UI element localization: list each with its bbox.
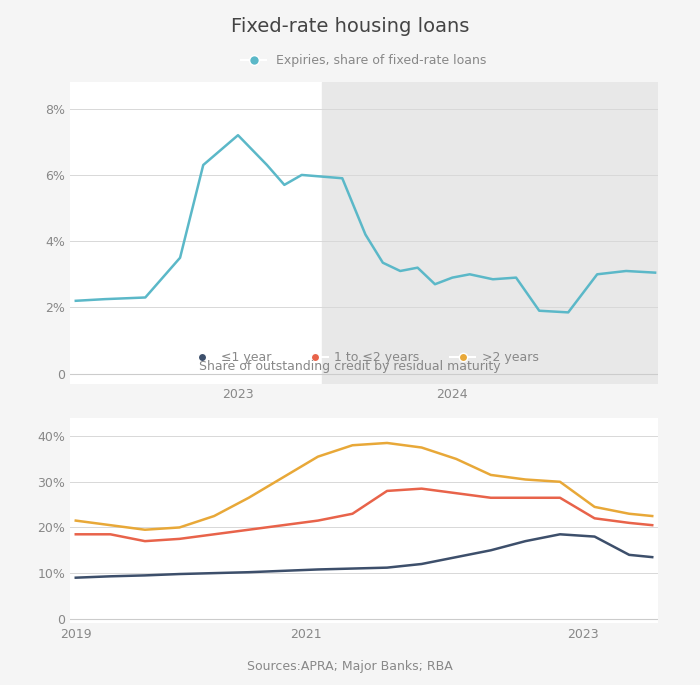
Bar xyxy=(322,82,658,384)
Text: Share of outstanding credit by residual maturity: Share of outstanding credit by residual … xyxy=(199,360,500,373)
Legend: ≤1 year, 1 to ≤2 years, >2 years: ≤1 year, 1 to ≤2 years, >2 years xyxy=(185,346,543,369)
Text: Sources:APRA; Major Banks; RBA: Sources:APRA; Major Banks; RBA xyxy=(247,660,453,673)
Text: Fixed-rate housing loans: Fixed-rate housing loans xyxy=(231,17,469,36)
Legend: Expiries, share of fixed-rate loans: Expiries, share of fixed-rate loans xyxy=(237,49,491,73)
